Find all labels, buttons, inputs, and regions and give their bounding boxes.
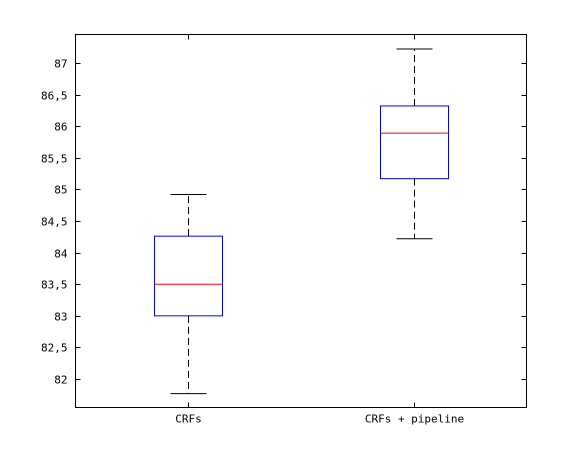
- y-tick-label: 82,5: [41, 342, 68, 355]
- box-group-0: [154, 193, 223, 395]
- box-iqr: [154, 235, 223, 317]
- plot-area: [75, 34, 527, 408]
- y-tick-label: 86: [54, 121, 67, 134]
- y-tick-label: 83,5: [41, 279, 68, 292]
- y-tick-label: 85,5: [41, 153, 68, 166]
- x-axis: CRFs CRFs + pipeline: [175, 34, 464, 426]
- y-tick-label: 82: [54, 374, 67, 387]
- y-tick-label: 85: [54, 184, 67, 197]
- y-axis: 82 82,5 83 83,5 84 84,5 85 85,5 86 86,5 87: [41, 58, 527, 387]
- x-tick-label: CRFs + pipeline: [365, 413, 464, 426]
- box-group-1: [380, 48, 449, 240]
- y-tick-label: 83: [54, 311, 67, 324]
- y-tick-label: 86,5: [41, 90, 68, 103]
- y-tick-label: 84,5: [41, 216, 68, 229]
- y-tick-label: 84: [54, 248, 68, 261]
- box-iqr: [380, 105, 449, 180]
- box-series: [154, 48, 449, 395]
- x-tick-label: CRFs: [175, 413, 202, 426]
- y-tick-label: 87: [54, 58, 67, 71]
